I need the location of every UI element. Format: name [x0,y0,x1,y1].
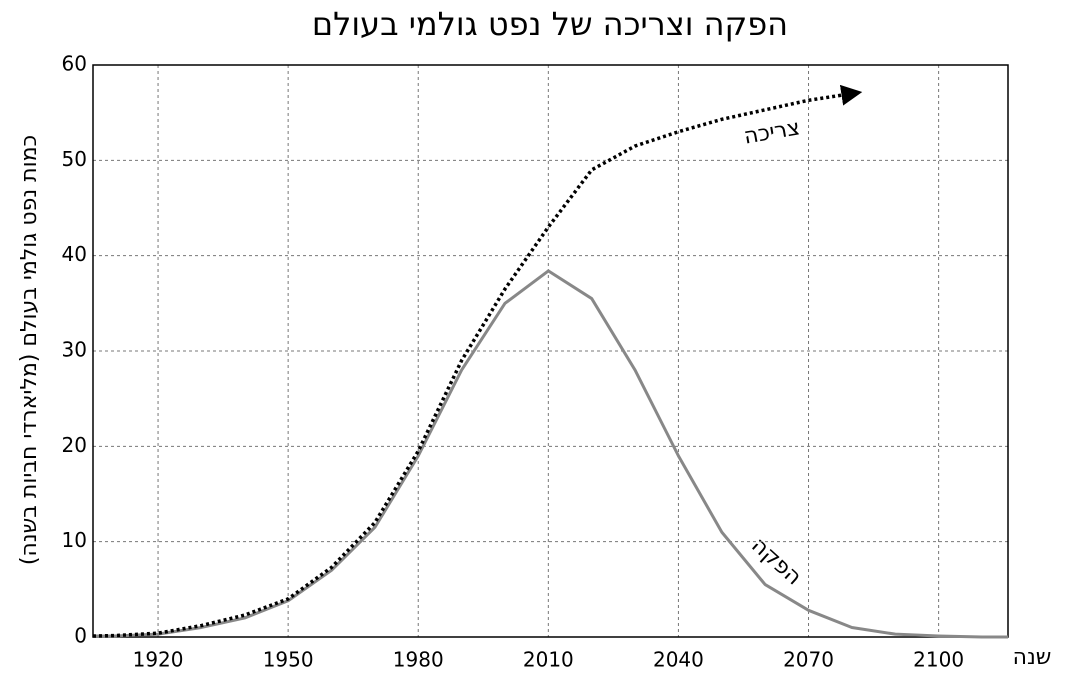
x-axis-label: שנה [1013,645,1052,670]
y-tick-label: 20 [62,433,87,457]
plot-frame [92,64,1009,638]
chart-title: הפקה וצריכה של נפט גולמי בעולם [312,5,788,43]
x-tick-label: 2100 [913,648,964,672]
y-tick-label: 30 [62,338,87,362]
y-tick-label: 0 [74,624,87,648]
y-axis-label: כמות נפט גולמי בעולם (מליארדי חביות בשנה… [17,135,42,565]
y-tick-label: 40 [62,242,87,266]
y-tick-label: 60 [62,52,87,76]
y-tick-label: 50 [62,147,87,171]
y-tick-label: 10 [62,528,87,552]
x-tick-label: 2070 [783,648,834,672]
x-tick-label: 1920 [133,648,184,672]
x-tick-label: 1980 [393,648,444,672]
line-series [92,84,863,638]
x-tick-label: 1950 [263,648,314,672]
annotation: צריכה [742,115,802,149]
x-tick-label: 2010 [523,648,574,672]
line-series [93,269,1008,639]
x-tick-label: 2040 [653,648,704,672]
